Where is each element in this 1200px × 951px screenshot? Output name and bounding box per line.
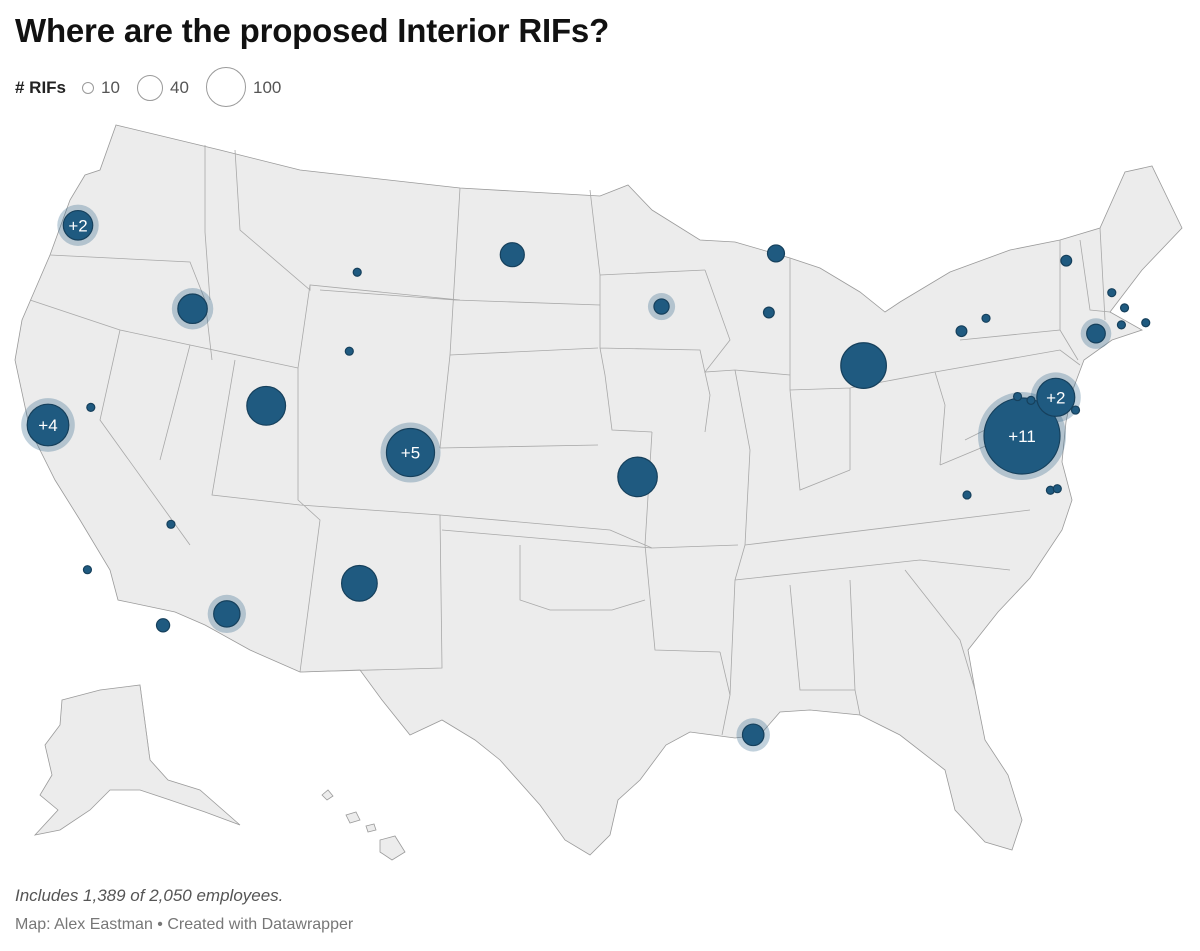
rif-bubble[interactable] <box>1012 391 1023 402</box>
map-point[interactable] <box>340 564 378 602</box>
map-point[interactable] <box>981 313 991 323</box>
map-point[interactable] <box>1070 405 1081 415</box>
map-point[interactable] <box>1141 318 1151 328</box>
rif-bubble[interactable] <box>983 397 1061 475</box>
rif-bubble[interactable] <box>962 490 972 500</box>
footer-credit: Map: Alex Eastman • Created with Datawra… <box>15 916 354 933</box>
rif-bubble[interactable] <box>177 293 208 325</box>
map-point[interactable] <box>736 718 770 752</box>
rif-bubble[interactable] <box>981 313 991 323</box>
legend-circle-large <box>206 67 246 107</box>
land-hawaii <box>321 789 406 861</box>
border-central <box>519 189 739 736</box>
legend-value-large: 100 <box>253 78 282 97</box>
rif-bubble[interactable] <box>246 385 287 426</box>
map-point[interactable] <box>207 594 246 634</box>
rif-bubble[interactable] <box>26 403 70 447</box>
rif-bubble[interactable] <box>1107 288 1117 298</box>
map-point[interactable] <box>1052 484 1062 494</box>
map-point[interactable]: +5 <box>380 422 441 483</box>
rif-bubble[interactable] <box>1060 254 1073 267</box>
rif-bubble[interactable] <box>1086 323 1106 344</box>
rif-bubble[interactable] <box>1119 303 1130 313</box>
rif-bubble[interactable] <box>1070 405 1081 415</box>
map-point[interactable] <box>647 292 676 321</box>
map-point[interactable] <box>1080 318 1112 349</box>
rif-bubble[interactable] <box>155 618 171 633</box>
legend-circle-medium <box>137 75 163 101</box>
map-point[interactable] <box>166 519 176 529</box>
map-point[interactable] <box>352 267 362 277</box>
map-point[interactable] <box>840 342 887 389</box>
rif-bubble[interactable] <box>653 298 670 315</box>
border-west-inland <box>29 145 653 673</box>
map-point[interactable] <box>1119 303 1130 313</box>
map-point[interactable] <box>1060 254 1073 267</box>
cluster-count-label: +4 <box>38 416 57 435</box>
map-point[interactable] <box>86 402 96 412</box>
cluster-count-label: +11 <box>1008 427 1036 446</box>
map-point[interactable] <box>1012 391 1023 402</box>
rif-bubble[interactable] <box>385 427 436 478</box>
us-map: +11 +5 +4 +2 +2 <box>14 124 1183 861</box>
map-point[interactable] <box>82 565 93 575</box>
rif-bubble[interactable] <box>1036 377 1076 417</box>
rif-bubble[interactable] <box>1026 395 1036 405</box>
map-point[interactable] <box>762 306 775 319</box>
rif-bubble[interactable] <box>62 209 94 241</box>
map-point[interactable] <box>1107 288 1117 298</box>
legend-label: # RIFs <box>15 78 67 97</box>
map-point[interactable] <box>155 618 171 633</box>
rif-bubble[interactable] <box>762 306 775 319</box>
rif-bubble[interactable] <box>617 456 658 498</box>
legend-circle-small <box>82 82 94 94</box>
map-point[interactable] <box>344 346 354 356</box>
border-alaska-hawaii <box>139 684 151 761</box>
rif-bubble[interactable] <box>213 600 241 628</box>
map-point[interactable] <box>962 490 972 500</box>
size-legend: # RIFs 10 40 100 <box>15 62 335 112</box>
map-point[interactable]: +2 <box>57 204 99 247</box>
legend-value-small: 10 <box>101 78 120 97</box>
rif-bubble[interactable] <box>1141 318 1151 328</box>
rif-bubble[interactable] <box>499 242 525 268</box>
map-point[interactable]: +4 <box>21 398 75 452</box>
map-point[interactable] <box>1026 395 1036 405</box>
map-point[interactable] <box>171 288 214 330</box>
rif-bubble[interactable] <box>840 342 887 389</box>
map-point[interactable] <box>499 242 525 268</box>
state-borders <box>29 145 1111 761</box>
rif-bubble[interactable] <box>1116 320 1127 330</box>
map-point[interactable]: +11 <box>978 392 1066 480</box>
land-layer <box>14 124 1183 861</box>
rif-bubble[interactable] <box>955 325 968 338</box>
rif-bubble[interactable] <box>82 565 93 575</box>
chart-title: Where are the proposed Interior RIFs? <box>15 12 610 49</box>
rif-bubble[interactable] <box>766 244 786 263</box>
map-point[interactable] <box>617 456 658 498</box>
map-point[interactable] <box>1116 320 1127 330</box>
legend-value-medium: 40 <box>170 78 189 97</box>
rif-bubble[interactable] <box>344 346 354 356</box>
cluster-count-label: +2 <box>1046 388 1065 407</box>
rif-bubble[interactable] <box>1052 484 1062 494</box>
cluster-count-label: +5 <box>401 444 420 463</box>
rif-bubble[interactable] <box>166 519 176 529</box>
rif-bubble[interactable] <box>340 564 378 602</box>
rif-bubble[interactable] <box>352 267 362 277</box>
rif-bubble[interactable] <box>86 402 96 412</box>
rif-bubble[interactable] <box>741 723 765 747</box>
footer-note: Includes 1,389 of 2,050 employees. <box>15 886 284 905</box>
map-point[interactable] <box>246 385 287 426</box>
map-point[interactable] <box>766 244 786 263</box>
map-point[interactable]: +2 <box>1030 372 1081 423</box>
bubble-layer: +11 +5 +4 +2 +2 <box>21 204 1151 752</box>
map-point[interactable] <box>955 325 968 338</box>
cluster-count-label: +2 <box>68 216 87 235</box>
land-alaska <box>33 684 241 836</box>
land-contiguous-us <box>14 124 1183 856</box>
